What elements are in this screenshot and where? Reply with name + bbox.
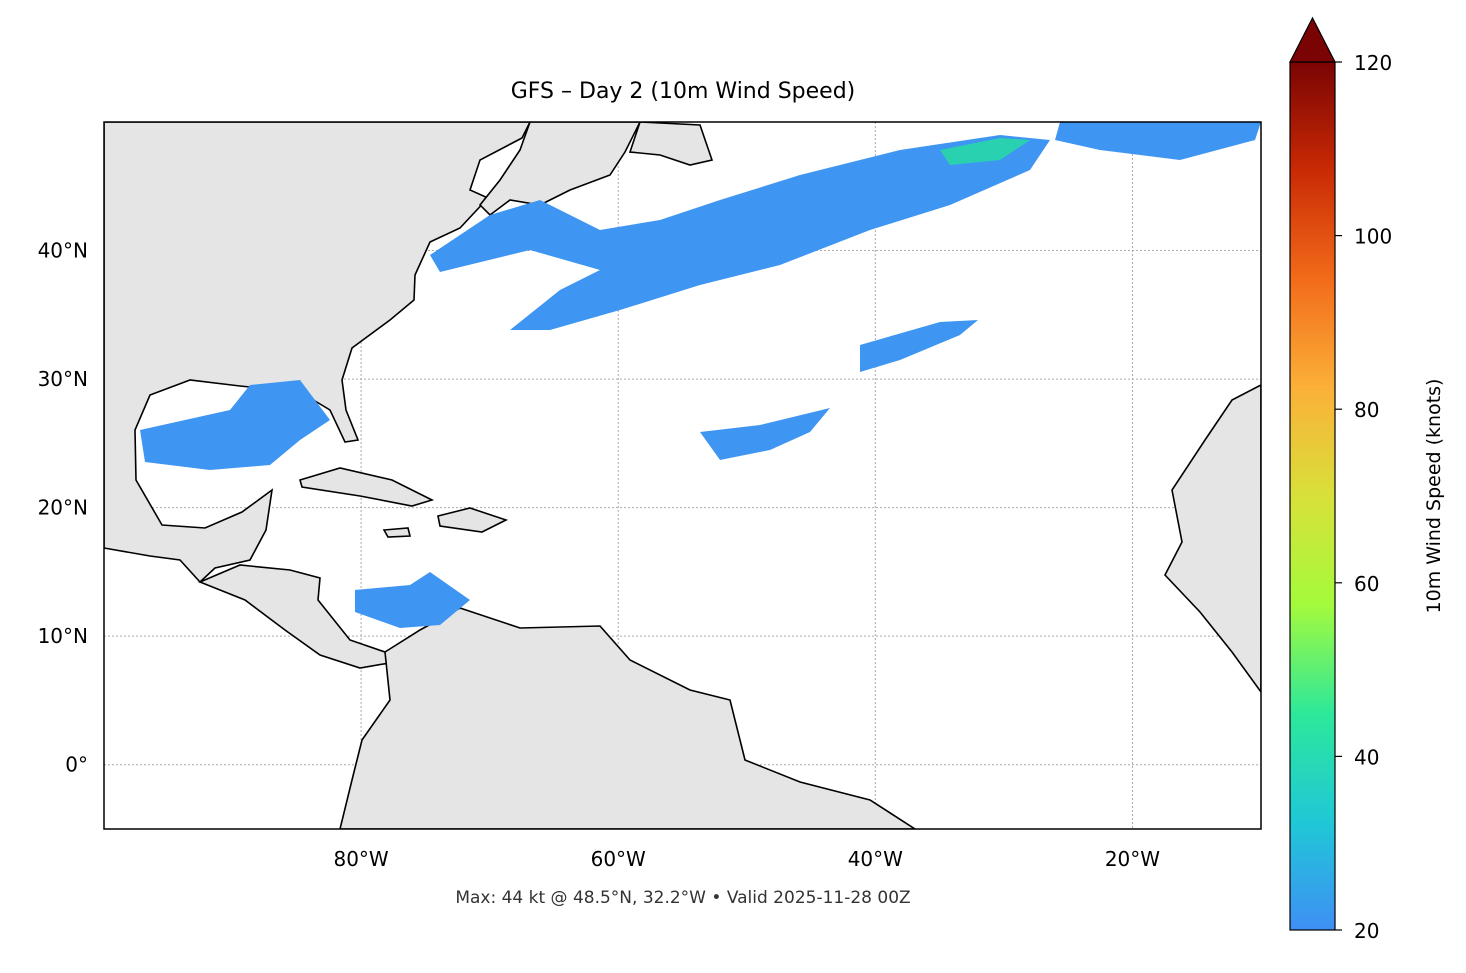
colorbar-tick-label: 40 [1354,745,1379,769]
map-frame [103,121,1262,830]
y-tick-label: 30°N [38,367,88,391]
colorbar-tick-label: 80 [1354,398,1379,422]
colorbar-tick-label: 20 [1354,919,1379,943]
wind-atlantic-north [430,135,1050,330]
wind-caribbean [355,572,470,628]
y-tick-label: 40°N [38,239,88,263]
colorbar-tick-label: 100 [1354,225,1392,249]
wind-subtropical [860,320,978,372]
x-tick-label: 40°W [848,847,903,871]
y-tick-label: 10°N [38,624,88,648]
wind-core [940,138,1030,165]
title: GFS – Day 2 (10m Wind Speed) [511,79,856,104]
jamaica [382,527,412,538]
colorbar: 20 40 60 80 100 120 [1289,16,1392,943]
x-tick-label: 20°W [1105,847,1160,871]
wind-gulf [140,380,330,470]
hispaniola [437,507,509,533]
x-tick-label: 60°W [591,847,646,871]
maritime-canada [478,122,641,217]
colorbar-tick-label: 60 [1354,572,1379,596]
newfoundland [628,122,714,166]
africa [1164,384,1261,694]
y-tick-label: 0° [65,753,88,777]
wind-mid [700,408,830,460]
footer: Max: 44 kt @ 48.5°N, 32.2°W • Valid 2025… [455,888,910,908]
colorbar-extension [1289,16,1336,63]
cuba [299,467,435,507]
colorbar-tick-label: 120 [1354,51,1392,75]
wind-northeast [1055,122,1261,160]
south-america [339,607,917,829]
colorbar-bar [1289,61,1336,931]
y-tick-label: 20°N [38,496,88,520]
colorbar-label: 10m Wind Speed (knots) [1423,379,1445,614]
x-tick-label: 80°W [333,847,388,871]
map [104,122,1261,829]
